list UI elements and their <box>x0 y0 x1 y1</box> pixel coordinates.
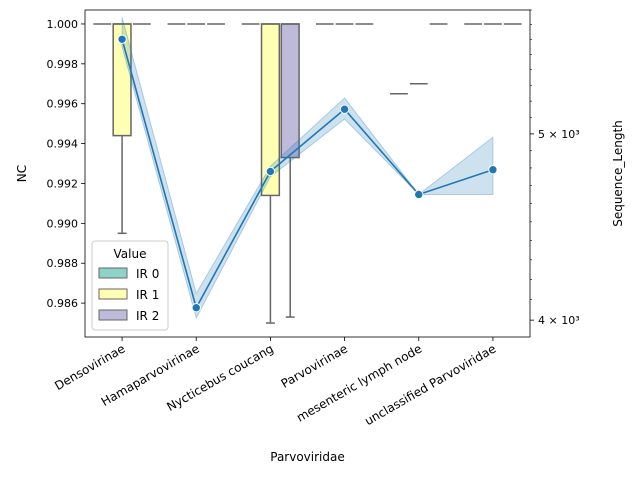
left-y-axis: 0.986 0.988 0.990 0.992 0.994 0.996 0.998 1.000 <box>47 18 85 310</box>
right-y-axis: 4 × 10³ 5 × 10³ <box>530 9 580 327</box>
line-layer <box>117 17 498 320</box>
plot-frame <box>84 9 531 338</box>
legend: Value IR 0 IR 1 IR 2 <box>91 240 169 331</box>
line-point-5 <box>488 164 498 175</box>
legend-label-ir0: IR 0 <box>136 267 159 281</box>
legend-label-ir1: IR 1 <box>136 288 159 302</box>
legend-swatch-ir1 <box>98 288 128 300</box>
legend-label-ir2: IR 2 <box>136 309 159 323</box>
left-tick-label: 0.994 <box>47 138 79 151</box>
right-y-axis-label: Sequence_Length <box>611 120 625 227</box>
right-tick-label: 4 × 10³ <box>538 314 580 327</box>
box-2-ir1 <box>260 23 281 324</box>
line-point-0 <box>117 34 127 44</box>
box-layer <box>93 23 522 324</box>
line-point-1 <box>191 303 201 313</box>
line-point-3 <box>339 104 350 114</box>
left-tick-label: 0.996 <box>47 98 79 111</box>
box-2-ir2 <box>280 23 300 318</box>
legend-swatch-ir0 <box>98 267 128 279</box>
line-confidence-band <box>121 17 494 320</box>
left-tick-label: 0.988 <box>47 257 79 270</box>
box-0-ir1 <box>112 23 132 235</box>
line-point-4 <box>414 189 424 200</box>
legend-title: Value <box>114 247 147 261</box>
x-tick-label: Parvovirinae <box>279 341 351 390</box>
x-tick-label: mesenteric lymph node <box>294 341 424 424</box>
legend-swatch-ir2 <box>98 309 128 321</box>
line-point-2 <box>265 166 276 177</box>
x-tick-label: unclassified Parvoviridae <box>362 341 498 428</box>
left-tick-label: 0.990 <box>47 217 79 230</box>
box-body <box>280 23 300 159</box>
x-tick-label: Densovirinae <box>52 341 127 393</box>
x-axis-label: Parvoviridae <box>270 450 344 464</box>
left-tick-label: 0.998 <box>47 58 79 71</box>
left-tick-label: 1.000 <box>47 18 79 31</box>
legend-frame <box>91 240 169 331</box>
right-tick-label: 5 × 10³ <box>538 128 580 141</box>
left-tick-label: 0.992 <box>47 177 79 190</box>
left-y-axis-label: NC <box>15 165 29 182</box>
left-tick-label: 0.986 <box>47 297 79 310</box>
sequence-length-line <box>121 39 494 310</box>
